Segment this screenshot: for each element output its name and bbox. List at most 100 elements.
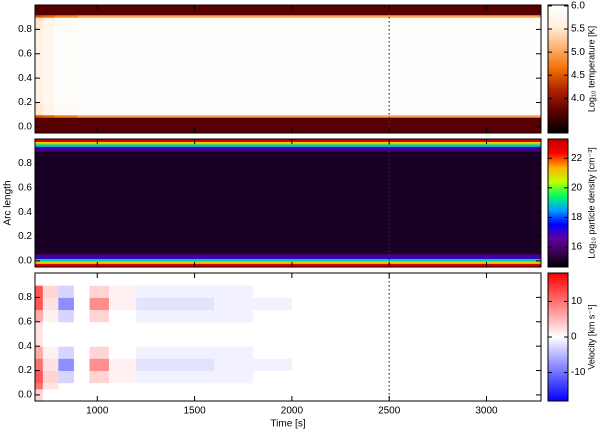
- heatmap-cell: [252, 285, 293, 298]
- x-tick-label: 1500: [183, 406, 206, 417]
- heatmap-cell: [35, 285, 44, 298]
- heatmap: [35, 5, 541, 133]
- heatmap-cell: [42, 114, 55, 118]
- heatmap-cell: [175, 358, 215, 372]
- heatmap-cell: [214, 321, 254, 347]
- heatmap-cell: [42, 309, 59, 323]
- heatmap-cell: [175, 273, 215, 286]
- heatmap-cell: [73, 273, 90, 286]
- y-tick-label: 0.8: [18, 158, 32, 169]
- heatmap-cell: [35, 139, 541, 142]
- heatmap-cell: [35, 256, 541, 259]
- heatmap-cell: [54, 29, 79, 104]
- heatmap-cell: [35, 14, 44, 18]
- heatmap-cell: [58, 346, 75, 359]
- colorbar-label: Velocity [km s⁻¹]: [586, 304, 596, 369]
- heatmap-cell: [35, 5, 44, 16]
- heatmap-cell: [214, 309, 254, 323]
- heatmap-cell: [42, 321, 59, 347]
- heatmap-cell: [175, 285, 215, 298]
- heatmap-cell: [35, 346, 44, 359]
- heatmap-cell: [54, 117, 79, 133]
- heatmap: [35, 273, 541, 401]
- heatmap-cell: [214, 358, 254, 372]
- heatmap-cell: [369, 388, 449, 401]
- heatmap-cell: [35, 358, 44, 372]
- heatmap-cell: [35, 253, 541, 257]
- heatmap-cell: [214, 388, 254, 401]
- colorbar-tick-label: -10: [571, 367, 586, 378]
- heatmap-cell: [108, 273, 137, 286]
- heatmap-cell: [369, 358, 449, 372]
- y-tick-label: 0.0: [18, 256, 32, 267]
- heatmap-cell: [35, 17, 44, 30]
- heatmap-cell: [42, 382, 59, 390]
- heatmap-cell: [369, 285, 449, 298]
- heatmap-cell: [369, 370, 449, 384]
- heatmap-cell: [42, 5, 55, 16]
- heatmap-cell: [42, 346, 59, 359]
- heatmap-cell: [252, 382, 293, 390]
- heatmap-cell: [42, 297, 59, 311]
- heatmap-cell: [35, 141, 541, 145]
- heatmap-cell: [291, 388, 371, 401]
- plot-frame: [34, 138, 542, 268]
- heatmap-cell: [252, 321, 293, 347]
- heatmap-cell: [77, 17, 541, 30]
- heatmap-cell: [35, 258, 541, 262]
- heatmap-cell: [35, 309, 44, 323]
- heatmap-cell: [73, 321, 90, 347]
- heatmap-cell: [35, 102, 44, 116]
- heatmap-cell: [252, 388, 293, 401]
- heatmap-cell: [58, 370, 75, 384]
- heatmap-cell: [42, 14, 55, 18]
- heatmap-cell: [35, 146, 541, 150]
- heatmap-cell: [369, 346, 449, 359]
- heatmap-cell: [35, 29, 44, 104]
- heatmap-cell: [175, 388, 215, 401]
- heatmap-cell: [58, 309, 75, 323]
- heatmap-cell: [108, 297, 137, 311]
- heatmap-cell: [447, 297, 541, 311]
- heatmap-cell: [58, 382, 75, 390]
- heatmap-cell: [89, 273, 110, 286]
- heatmap-cell: [42, 29, 55, 104]
- colorbar-tick-label: 18: [571, 212, 583, 223]
- heatmap-cell: [77, 5, 541, 16]
- heatmap-cell: [136, 321, 176, 347]
- colorbar-tick-label: 22: [571, 153, 583, 164]
- heatmap-cell: [108, 382, 137, 390]
- heatmap-cell: [252, 309, 293, 323]
- heatmap-cell: [136, 309, 176, 323]
- heatmap-cell: [447, 370, 541, 384]
- plot-frame: [34, 272, 542, 402]
- heatmap-cell: [54, 114, 79, 118]
- heatmap-cell: [108, 388, 137, 401]
- heatmap-cell: [58, 388, 75, 401]
- heatmap-cell: [73, 346, 90, 359]
- heatmap-cell: [89, 382, 110, 390]
- heatmap-cell: [252, 370, 293, 384]
- heatmap-cell: [89, 358, 110, 372]
- heatmap-cell: [35, 297, 44, 311]
- colorbar-tick-label: 6.0: [571, 1, 585, 12]
- heatmap-cell: [175, 297, 215, 311]
- heatmap-cell: [42, 102, 55, 116]
- heatmap-cell: [42, 17, 55, 30]
- heatmap-cell: [35, 114, 44, 118]
- heatmap-cell: [252, 358, 293, 372]
- heatmap-cell: [58, 321, 75, 347]
- heatmap-cell: [214, 346, 254, 359]
- heatmap-cell: [73, 370, 90, 384]
- heatmap-cell: [58, 273, 75, 286]
- heatmap-cell: [291, 358, 371, 372]
- heatmap-cell: [35, 370, 44, 384]
- heatmap-cell: [108, 309, 137, 323]
- colorbar-tick-label: 4.0: [571, 93, 585, 104]
- heatmap-cell: [369, 297, 449, 311]
- heatmap-cell: [73, 297, 90, 311]
- heatmap-cell: [42, 273, 59, 286]
- heatmap-cell: [214, 285, 254, 298]
- y-tick-label: 0.6: [18, 182, 32, 193]
- heatmap-cell: [291, 285, 371, 298]
